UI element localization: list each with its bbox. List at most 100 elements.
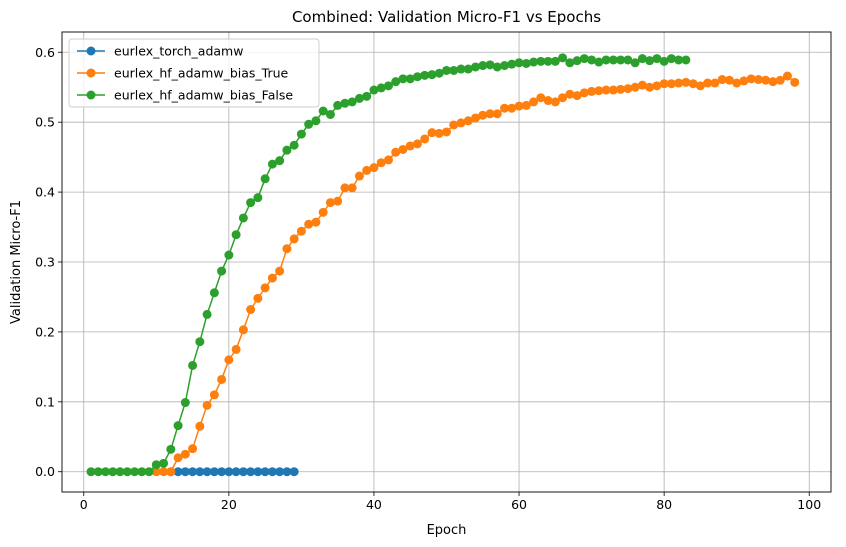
data-point <box>304 119 314 129</box>
data-point <box>442 65 451 75</box>
data-point <box>674 55 684 65</box>
data-point <box>369 163 379 173</box>
data-point <box>652 81 662 91</box>
data-point <box>144 467 154 477</box>
data-point <box>296 129 306 139</box>
legend-swatch-marker <box>86 68 96 78</box>
x-axis-label: Epoch <box>427 523 467 538</box>
x-axis: 0 20 40 60 80 100 <box>80 492 821 512</box>
data-point <box>442 127 451 137</box>
data-point <box>768 77 778 87</box>
data-point <box>637 54 647 64</box>
data-point <box>405 74 415 84</box>
data-point <box>86 467 96 477</box>
data-point <box>456 64 466 74</box>
data-point <box>238 213 248 223</box>
data-point <box>695 81 705 91</box>
data-point <box>572 91 582 101</box>
data-point <box>666 79 676 89</box>
data-point <box>289 140 299 150</box>
data-point <box>608 55 618 65</box>
data-point <box>478 61 488 71</box>
data-point <box>659 79 669 89</box>
legend-box <box>68 38 320 108</box>
data-point <box>180 449 190 459</box>
data-point <box>224 250 234 260</box>
data-point <box>318 106 328 116</box>
data-point <box>202 400 212 410</box>
series-eurlex_hf_adamw_bias_False <box>86 53 691 477</box>
data-point <box>354 93 364 103</box>
legend: eurlex_torch_adamw eurlex_hf_adamw_bias_T… <box>68 38 320 108</box>
data-point <box>202 309 212 319</box>
data-point <box>732 78 742 88</box>
data-point <box>246 198 256 208</box>
data-point <box>543 56 553 66</box>
data-point <box>224 355 234 365</box>
data-point <box>601 85 611 95</box>
y-tick-label: 0.1 <box>35 394 55 409</box>
legend-item: eurlex_hf_adamw_bias_False <box>77 88 293 103</box>
y-tick-label: 0.6 <box>35 45 55 60</box>
data-point <box>616 55 626 65</box>
data-point <box>500 103 510 113</box>
data-point <box>333 196 343 206</box>
data-point <box>790 77 800 87</box>
x-tick-label: 20 <box>221 497 237 512</box>
data-point <box>550 56 560 66</box>
data-point <box>623 84 633 94</box>
data-point <box>717 75 727 85</box>
data-point <box>594 86 604 96</box>
y-tick-label: 0.3 <box>35 255 55 270</box>
data-point <box>282 244 292 254</box>
data-point <box>492 62 502 72</box>
legend-label: eurlex_hf_adamw_bias_False <box>114 88 293 103</box>
data-point <box>666 54 676 64</box>
data-point <box>166 467 176 477</box>
data-point <box>405 141 415 151</box>
x-tick-label: 0 <box>80 497 88 512</box>
x-tick-label: 80 <box>656 497 672 512</box>
data-point <box>282 467 292 477</box>
legend-item: eurlex_hf_adamw_bias_True <box>77 66 289 81</box>
data-point <box>383 81 393 91</box>
data-point <box>267 159 277 169</box>
data-point <box>376 158 386 168</box>
data-point <box>449 65 459 75</box>
grid <box>62 32 831 492</box>
data-point <box>681 55 691 65</box>
legend-label: eurlex_hf_adamw_bias_True <box>114 66 289 81</box>
data-point <box>412 72 422 82</box>
data-point <box>659 56 669 66</box>
data-point <box>231 467 241 477</box>
legend-swatch-marker <box>86 90 96 100</box>
data-point <box>427 70 437 80</box>
data-point <box>311 116 321 126</box>
data-point <box>558 93 568 103</box>
data-point <box>289 234 299 244</box>
data-point <box>224 467 234 477</box>
data-point <box>289 467 299 477</box>
data-point <box>630 58 640 68</box>
data-point <box>376 83 386 93</box>
data-point <box>579 54 589 64</box>
data-point <box>253 193 263 203</box>
data-point <box>304 219 314 229</box>
data-point <box>412 139 422 149</box>
data-point <box>188 467 198 477</box>
data-point <box>645 56 655 66</box>
data-point <box>558 53 568 63</box>
data-point <box>362 91 372 101</box>
data-point <box>166 444 176 454</box>
data-point <box>688 79 698 89</box>
x-tick-label: 60 <box>511 497 527 512</box>
legend-label: eurlex_torch_adamw <box>114 44 243 59</box>
data-point <box>761 75 771 85</box>
data-point <box>485 109 495 119</box>
data-point <box>587 86 597 96</box>
data-point <box>195 337 205 347</box>
data-point <box>173 453 183 463</box>
data-point <box>130 467 140 477</box>
data-point <box>536 93 546 103</box>
